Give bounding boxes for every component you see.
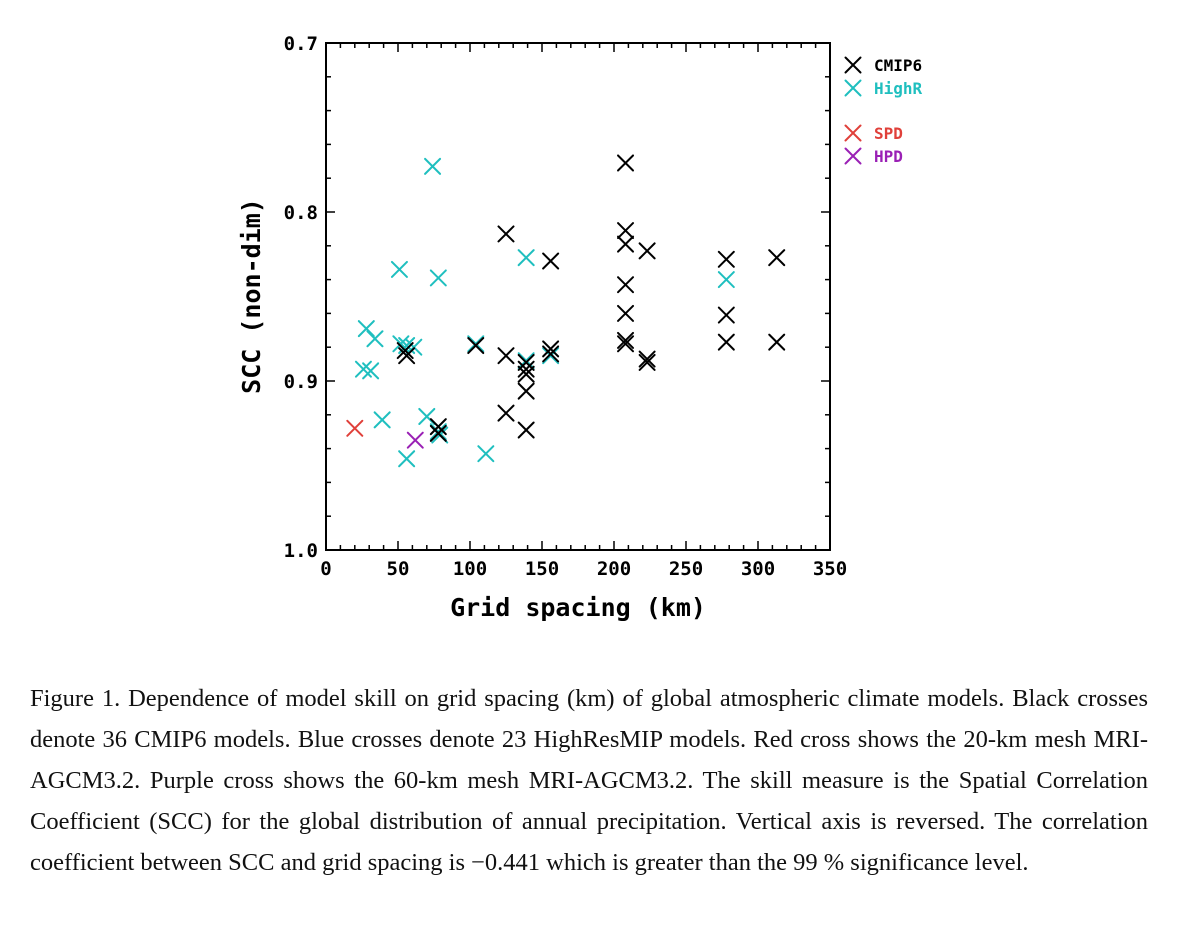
point-cmip6 — [517, 365, 535, 383]
point-cmip6 — [517, 382, 535, 400]
point-hpd — [406, 431, 424, 449]
point-cmip6 — [768, 249, 786, 267]
x-axis-title: Grid spacing (km) — [450, 593, 706, 622]
point-highr — [390, 260, 408, 278]
y-tick-label: 0.7 — [284, 33, 318, 55]
point-cmip6 — [617, 154, 635, 172]
legend-marker-hpd — [844, 147, 862, 165]
point-cmip6 — [396, 342, 414, 360]
point-cmip6 — [717, 250, 735, 268]
point-cmip6 — [638, 353, 656, 371]
point-cmip6 — [497, 404, 515, 422]
x-tick-label: 300 — [741, 558, 775, 580]
point-cmip6 — [398, 347, 416, 365]
point-cmip6 — [717, 306, 735, 324]
x-tick-label: 350 — [813, 558, 847, 580]
point-highr — [357, 320, 375, 338]
scatter-figure: 0 50 100 150 200 250 300 350 0.7 0.8 0.9 1.0 Grid … — [237, 33, 923, 622]
y-tick-labels: 0.7 0.8 0.9 1.0 — [284, 33, 318, 562]
point-cmip6 — [617, 335, 635, 353]
point-highr — [398, 450, 416, 468]
point-cmip6 — [768, 333, 786, 351]
legend-label-hpd: HPD — [874, 147, 903, 166]
figure-caption: Figure 1. Dependence of model skill on g… — [30, 685, 1148, 876]
point-cmip6 — [542, 345, 560, 363]
y-tick-label: 0.8 — [284, 202, 318, 224]
point-cmip6 — [617, 331, 635, 349]
y-axis-title: SCC (non-dim) — [237, 198, 266, 394]
legend-label-spd: SPD — [874, 124, 903, 143]
x-tick-label: 250 — [669, 558, 703, 580]
axis-ticks — [325, 42, 831, 551]
scatter-chart: 0 50 100 150 200 250 300 350 0.7 0.8 0.9 1.0 Grid … — [237, 33, 923, 622]
data-points — [346, 154, 786, 468]
legend: CMIP6 HighR SPD HPD — [844, 56, 923, 166]
point-cmip6 — [517, 421, 535, 439]
x-tick-label: 200 — [597, 558, 631, 580]
point-highr — [542, 347, 560, 365]
legend-marker-highr — [844, 79, 862, 97]
point-highr — [373, 411, 391, 429]
legend-marker-spd — [844, 124, 862, 142]
point-highr — [366, 330, 384, 348]
point-cmip6 — [617, 304, 635, 322]
legend-label-cmip6: CMIP6 — [874, 56, 922, 75]
x-tick-label: 50 — [387, 558, 410, 580]
point-cmip6 — [717, 333, 735, 351]
point-cmip6 — [542, 340, 560, 358]
point-cmip6 — [517, 360, 535, 378]
point-cmip6 — [497, 347, 515, 365]
point-highr — [477, 445, 495, 463]
point-cmip6 — [467, 337, 485, 355]
point-cmip6 — [617, 222, 635, 240]
point-cmip6 — [638, 242, 656, 260]
x-tick-label: 150 — [525, 558, 559, 580]
point-cmip6 — [638, 350, 656, 368]
point-spd — [346, 419, 364, 437]
point-highr — [717, 271, 735, 289]
y-tick-label: 0.9 — [284, 371, 318, 393]
point-cmip6 — [497, 225, 515, 243]
point-cmip6 — [429, 418, 447, 436]
point-highr — [424, 157, 442, 175]
point-cmip6 — [617, 235, 635, 253]
point-highr — [517, 249, 535, 267]
plot-frame — [325, 42, 831, 551]
point-highr — [467, 335, 485, 353]
x-tick-label: 0 — [320, 558, 331, 580]
point-cmip6 — [517, 353, 535, 371]
legend-marker-cmip6 — [844, 56, 862, 74]
point-cmip6 — [542, 252, 560, 270]
point-highr — [429, 269, 447, 287]
point-highr — [517, 352, 535, 370]
point-highr — [362, 362, 380, 380]
x-tick-labels: 0 50 100 150 200 250 300 350 — [320, 558, 847, 580]
point-cmip6 — [429, 424, 447, 442]
point-cmip6 — [617, 276, 635, 294]
x-tick-label: 100 — [453, 558, 487, 580]
legend-label-highr: HighR — [874, 79, 923, 98]
y-tick-label: 1.0 — [284, 540, 318, 562]
point-highr — [429, 423, 447, 441]
